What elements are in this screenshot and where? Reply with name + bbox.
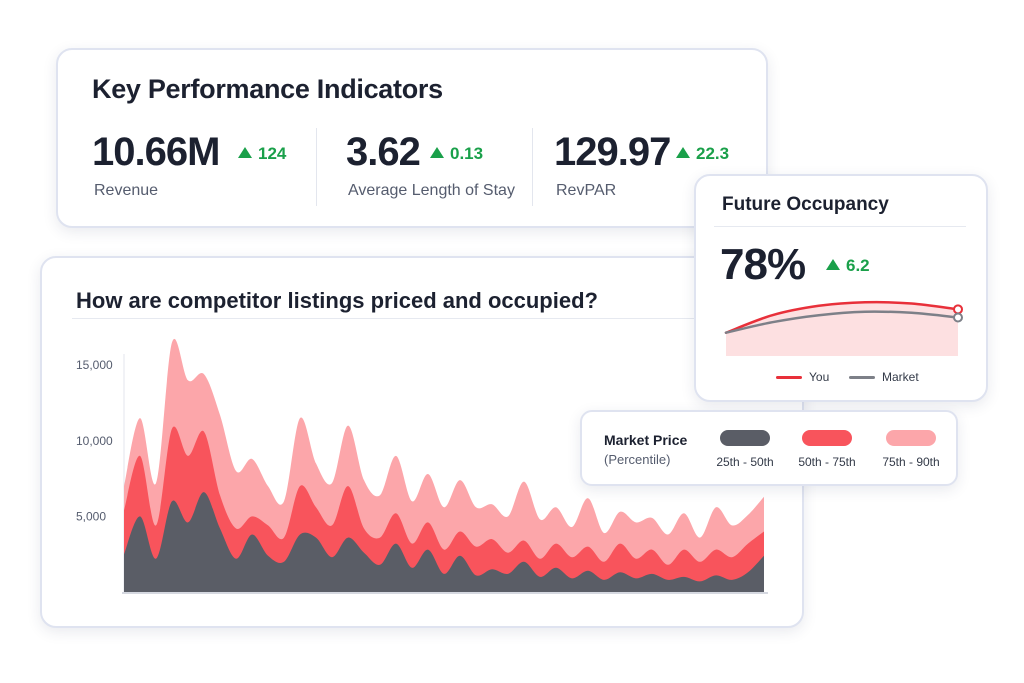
kpi-revpar[interactable]: 129.97 22.3 RevPAR (554, 130, 754, 210)
occupancy-line-market[interactable] (724, 310, 960, 334)
occupancy-endpoint-you[interactable] (953, 304, 963, 315)
trend-up-icon (430, 147, 444, 158)
kpi-revenue[interactable]: 10.66M 124 Revenue (92, 130, 312, 210)
kpi-revpar-label: RevPAR (556, 182, 617, 199)
kpi-card: Key Performance Indicators 10.66M 124 Re… (56, 48, 768, 228)
area-series-50th-75th[interactable] (124, 426, 764, 592)
legend-swatch (849, 375, 875, 379)
future-occupancy-card: Future Occupancy 78% 6.2 You Market (694, 174, 988, 402)
title-divider (714, 226, 966, 227)
trend-up-icon (676, 147, 690, 158)
y-tick-label: 10,000 (76, 434, 113, 448)
legend-pill (886, 430, 936, 446)
legend-market: Market (849, 370, 919, 384)
trend-up-icon (238, 147, 252, 158)
kpi-alos-label: Average Length of Stay (348, 182, 515, 199)
legend-you: You (776, 370, 829, 384)
title-divider (72, 318, 772, 319)
kpi-revenue-label: Revenue (94, 182, 159, 199)
area-series-75th-90th[interactable] (124, 338, 764, 592)
legend-subtitle: (Percentile) (604, 452, 671, 467)
legend-item-label: 50th - 75th (798, 455, 856, 469)
occupancy-delta-value: 6.2 (846, 256, 870, 275)
kpi-revenue-delta: 124 (238, 144, 286, 164)
market-price-legend: Market Price (Percentile) 25th - 50th 50… (580, 410, 958, 486)
legend-title: Market Price (604, 432, 688, 448)
kpi-alos-delta: 0.13 (430, 144, 483, 164)
kpi-card-title: Key Performance Indicators (92, 74, 443, 104)
kpi-revenue-delta-value: 124 (258, 144, 287, 163)
area-series-25th-50th[interactable] (124, 492, 764, 592)
kpi-revenue-value: 10.66M (92, 130, 220, 174)
occupancy-endpoint-market[interactable] (953, 312, 963, 323)
legend-swatch (776, 375, 802, 379)
occupancy-delta: 6.2 (826, 256, 870, 276)
trend-up-icon (826, 259, 840, 270)
kpi-average-length-of-stay[interactable]: 3.62 0.13 Average Length of Stay (346, 130, 536, 210)
legend-item-label: 25th - 50th (716, 455, 774, 469)
occupancy-line-you[interactable] (724, 300, 960, 334)
y-tick-label: 15,000 (76, 358, 113, 372)
legend-you-label: You (809, 370, 830, 384)
legend-pill (802, 430, 852, 446)
kpi-revpar-delta: 22.3 (676, 144, 729, 164)
kpi-revpar-delta-value: 22.3 (696, 144, 730, 163)
kpi-alos-delta-value: 0.13 (450, 144, 484, 163)
kpi-revpar-value: 129.97 (554, 130, 671, 174)
y-tick-label: 5,000 (76, 509, 106, 523)
occupancy-area-fill (726, 302, 958, 356)
kpi-alos-value: 3.62 (346, 130, 421, 174)
kpi-divider (532, 128, 533, 206)
legend-item-label: 75th - 90th (882, 455, 940, 469)
competitor-area-chart[interactable]: 15,000 10,000 5,000 (42, 258, 806, 630)
legend-item-50-75[interactable]: 50th - 75th (782, 430, 872, 469)
occupancy-title: Future Occupancy (722, 194, 889, 215)
legend-pill (720, 430, 770, 446)
legend-item-75-90[interactable]: 75th - 90th (866, 430, 956, 469)
occupancy-line-chart[interactable] (696, 176, 990, 404)
legend-item-25-50[interactable]: 25th - 50th (700, 430, 790, 469)
legend-market-label: Market (882, 370, 919, 384)
kpi-divider (316, 128, 317, 206)
occupancy-value: 78% (720, 240, 806, 289)
chart-title: How are competitor listings priced and o… (76, 288, 598, 313)
